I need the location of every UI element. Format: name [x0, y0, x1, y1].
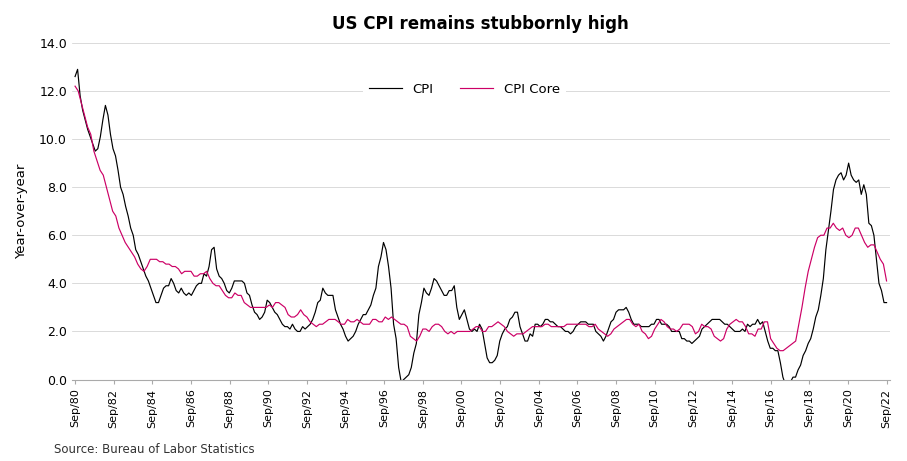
CPI [780, 382, 791, 387]
CPI [616, 307, 627, 313]
CPI Core [846, 232, 857, 238]
CPI [881, 300, 892, 305]
Legend: CPI, CPI Core: CPI, CPI Core [363, 77, 566, 103]
CPI [487, 360, 498, 366]
CPI Core [725, 321, 736, 327]
Line: CPI: CPI [75, 69, 886, 384]
CPI Core [881, 278, 892, 284]
CPI Core [186, 269, 197, 274]
Line: CPI Core: CPI Core [75, 86, 886, 351]
CPI Core [167, 264, 178, 269]
CPI [156, 293, 167, 298]
CPI Core [70, 83, 81, 89]
CPI [439, 293, 450, 298]
CPI [70, 74, 81, 79]
CPI Core [775, 348, 785, 354]
Title: US CPI remains stubbornly high: US CPI remains stubbornly high [333, 15, 629, 33]
Y-axis label: Year-over-year: Year-over-year [15, 164, 28, 259]
Text: Source: Bureau of Labor Statistics: Source: Bureau of Labor Statistics [54, 443, 255, 456]
CPI Core [411, 338, 422, 344]
CPI Core [408, 336, 419, 342]
CPI [275, 317, 286, 322]
CPI [73, 66, 83, 72]
CPI [381, 247, 392, 253]
